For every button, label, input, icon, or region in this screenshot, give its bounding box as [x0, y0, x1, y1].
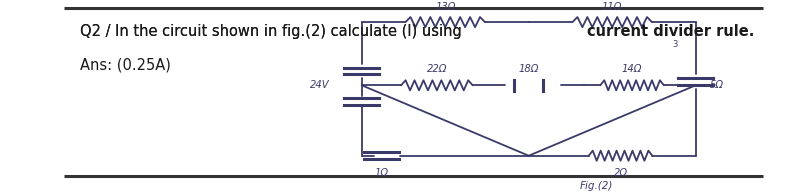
Text: 2Ω: 2Ω — [614, 168, 627, 178]
Text: 11Ω: 11Ω — [602, 2, 622, 12]
Text: current divider rule.: current divider rule. — [586, 24, 754, 39]
Text: 22Ω: 22Ω — [426, 65, 447, 74]
Text: Q2 / In the circuit shown in fig.(2) calculate (I) using: Q2 / In the circuit shown in fig.(2) cal… — [79, 24, 466, 39]
Text: 14Ω: 14Ω — [622, 65, 642, 74]
Text: 18Ω: 18Ω — [518, 65, 539, 74]
Text: 5Ω: 5Ω — [710, 80, 724, 90]
Text: 1Ω: 1Ω — [374, 168, 389, 178]
Text: Ans: (0.25A): Ans: (0.25A) — [79, 58, 170, 73]
Text: Q2 / In the circuit shown in fig.(2) calculate (I) using: Q2 / In the circuit shown in fig.(2) cal… — [79, 24, 466, 39]
Text: Fig.(2): Fig.(2) — [580, 181, 613, 191]
Text: Q2 / In the circuit shown in fig.(2) calculate (I) using current divider rule.: Q2 / In the circuit shown in fig.(2) cal… — [79, 24, 612, 39]
Text: 24V: 24V — [310, 80, 330, 90]
Text: 13Ω: 13Ω — [435, 2, 455, 12]
Text: 3: 3 — [672, 40, 678, 49]
